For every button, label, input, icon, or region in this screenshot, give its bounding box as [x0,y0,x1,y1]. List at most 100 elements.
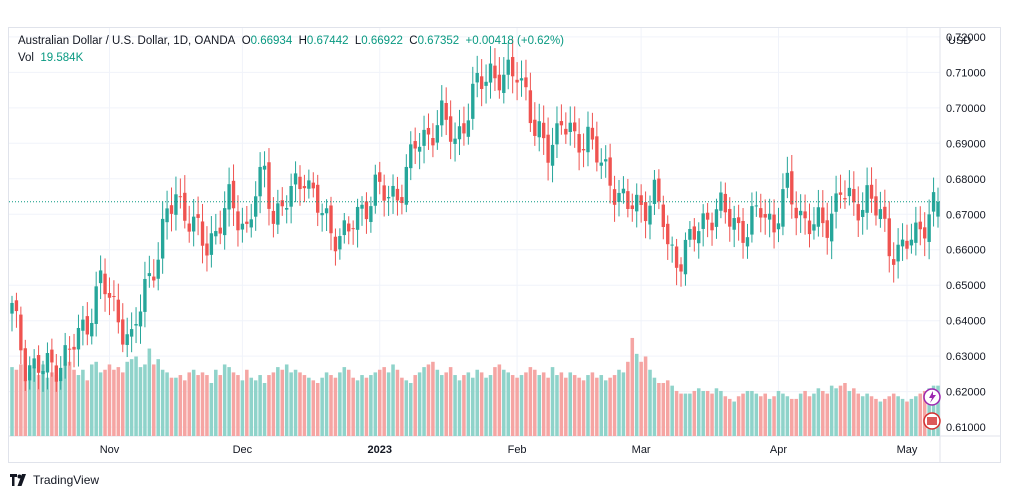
x-tick-label: Nov [100,444,120,456]
candle-body [590,127,595,140]
candle-body [329,205,333,234]
candle-body [409,144,413,169]
volume-bar [160,369,165,436]
candle-body [364,201,369,220]
candle-body [63,345,67,366]
candle-body [657,178,661,202]
volume-bar [688,393,692,436]
candle-body [307,180,311,189]
candle-body [918,221,922,230]
candle-body [577,134,581,153]
candle-body [581,149,586,151]
volume-bar [785,396,790,436]
candle-body [81,319,85,331]
candle-body [878,209,883,220]
candle-body [156,259,160,279]
tradingview-brand[interactable]: TradingView [10,473,99,487]
volume-bar [750,390,754,436]
candle-body [834,193,838,212]
candle-body [573,122,577,132]
volume-bar [76,375,81,436]
candle-body [276,203,280,225]
candle-body [249,219,253,228]
candle-body [378,172,382,182]
candle-body [196,214,200,218]
volume-bar [860,396,865,436]
volume-bar [834,388,838,436]
volume-bar [333,377,338,436]
volume-bar [856,393,861,436]
candle-body [936,201,940,217]
candle-body [138,311,143,327]
volume-bar [790,398,794,436]
volume-bar [209,383,214,436]
candle-body [324,208,329,214]
candle-body [860,209,865,217]
candle-body [502,74,506,93]
candle-body [160,218,165,259]
volume-bar [798,393,803,436]
volume-label: Vol [18,52,34,64]
candle-body [909,239,914,246]
candle-body [41,370,45,375]
candle-body [285,208,289,210]
volume-bar [657,383,661,436]
candle-body [807,220,812,235]
volume-bar [599,375,604,436]
candle-body [59,367,63,382]
candle-body [674,246,679,268]
candle-body [785,172,790,188]
y-tick-label: 0.61000 [946,422,986,434]
candle-body [736,217,741,224]
volume-bar [302,375,307,436]
volume-bar [103,369,107,436]
candle-body [652,179,657,205]
volume-bar [45,377,50,436]
candle-body [293,173,298,185]
candle-body [391,185,395,197]
price-axis: 0.72000 0.71000 0.70000 0.69000 0.68000 0.670… [946,32,986,434]
candle-body [165,208,169,223]
candle-body [267,162,271,209]
high-label: H [298,35,307,47]
candle-body [112,296,116,298]
volume-bar [435,369,440,436]
volume-bar [315,383,320,436]
volume-bar [453,375,457,436]
candle-body [816,207,821,227]
volume-bar [324,372,329,436]
volume-bar [346,369,351,436]
candle-body [892,259,896,265]
volume-bar [462,375,466,436]
volume-bar [152,364,156,436]
indicator-icons [923,388,941,430]
candle-body [723,193,728,213]
volume-bar [626,361,630,436]
candle-body [643,202,648,222]
volume-bar [41,364,45,436]
candle-body [604,159,608,162]
candle-body [382,185,386,201]
candle-body [125,334,129,345]
volume-bar [417,372,422,436]
volume-bar [683,393,688,436]
volume-bar [14,369,19,436]
volume-bar [874,398,878,436]
volume-bar [222,364,227,436]
volume-bar [652,377,657,436]
volume-bar [936,385,940,436]
candle-body [927,214,931,242]
candle-body [790,171,794,205]
volume-bar [377,369,382,436]
y-tick-label: 0.67000 [946,209,986,221]
candle-body [271,210,276,224]
candle-body [705,212,710,220]
candle-body [497,74,502,91]
volume-bar [515,377,519,436]
candle-body [347,223,351,232]
volume-bar [129,359,134,436]
volume-bar [284,364,289,436]
volume-bar [847,390,852,436]
volume-bar [736,396,741,436]
